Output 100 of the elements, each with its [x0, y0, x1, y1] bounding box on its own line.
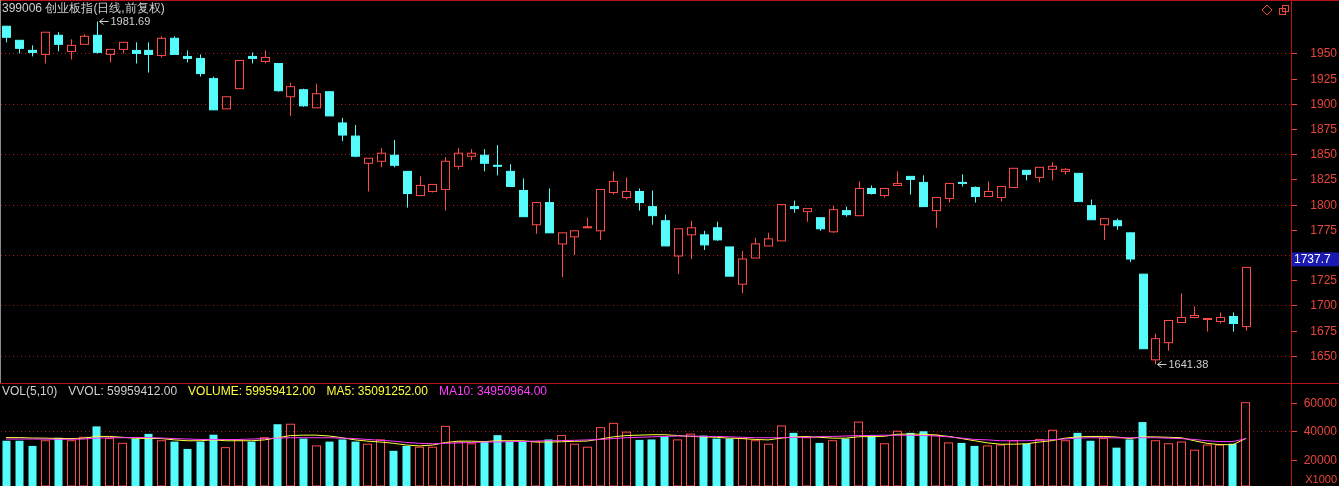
candlestick — [1216, 311, 1225, 325]
bar — [389, 450, 398, 486]
bar — [1009, 440, 1018, 486]
bar — [1125, 439, 1134, 486]
bar — [273, 424, 282, 486]
bar — [1138, 422, 1147, 486]
candlestick — [416, 175, 425, 197]
candlestick — [532, 202, 541, 235]
bar — [221, 447, 230, 486]
bar — [1048, 429, 1057, 486]
candlestick — [364, 157, 373, 192]
bar — [441, 425, 450, 486]
y-tick-label: 1800 — [1310, 197, 1338, 212]
candlestick — [480, 148, 489, 172]
bar — [196, 441, 205, 486]
candlestick — [403, 170, 412, 209]
annotation: 1981.69 — [110, 15, 151, 28]
bar — [919, 431, 928, 486]
bar — [118, 442, 127, 486]
bar — [493, 435, 502, 486]
bar — [712, 438, 721, 486]
bar — [402, 445, 411, 486]
annotation: VVOL: 59959412.00 — [68, 384, 178, 398]
bar — [518, 441, 527, 486]
bar — [660, 436, 669, 486]
bar — [841, 438, 850, 486]
bar — [67, 440, 76, 486]
candlestick — [1203, 317, 1212, 333]
y-tick-label: 1700 — [1310, 298, 1338, 313]
y-tick-label: 40000 — [1303, 424, 1338, 439]
chart-title: VOL(5,10) — [2, 384, 58, 398]
bar — [931, 434, 940, 486]
bar — [144, 433, 153, 486]
text: MA5: 35091252.00 — [326, 384, 429, 398]
candlestick — [506, 163, 515, 187]
bar — [944, 442, 953, 486]
bar — [1151, 440, 1160, 486]
candlestick — [906, 175, 915, 196]
bar — [286, 423, 295, 486]
bar — [247, 441, 256, 486]
bar — [170, 441, 179, 486]
bar — [673, 439, 682, 486]
bar — [854, 421, 863, 486]
candlestick — [1177, 292, 1186, 324]
bar — [1203, 444, 1212, 486]
bar — [415, 446, 424, 486]
bar — [28, 445, 37, 486]
bar — [428, 446, 437, 486]
bar — [699, 435, 708, 486]
bar — [764, 443, 773, 486]
bar — [157, 440, 166, 486]
bar — [815, 442, 824, 486]
bar — [557, 435, 566, 486]
candlestick — [622, 176, 631, 201]
candlestick — [196, 53, 205, 78]
candlestick — [609, 170, 618, 196]
bar — [777, 425, 786, 486]
bar — [1241, 402, 1250, 486]
bar — [234, 439, 243, 486]
bar — [2, 440, 11, 486]
candlestick — [93, 20, 102, 54]
y-tick-label: 1675 — [1310, 323, 1338, 338]
candlestick — [635, 187, 644, 212]
bar — [583, 446, 592, 486]
bar — [1086, 440, 1095, 486]
candlestick — [54, 31, 63, 52]
bar — [1073, 432, 1082, 486]
bar — [209, 434, 218, 486]
candlestick — [700, 230, 709, 251]
bar — [622, 431, 631, 486]
bar — [647, 439, 656, 486]
candlestick — [80, 33, 89, 45]
bar — [1099, 438, 1108, 486]
bar — [325, 441, 334, 486]
candlestick — [441, 156, 450, 212]
candlestick — [893, 170, 902, 186]
bar — [970, 445, 979, 486]
bar — [351, 441, 360, 486]
bar — [54, 437, 63, 486]
y-tick-label: 1775 — [1310, 222, 1338, 237]
bar — [338, 439, 347, 486]
bar — [531, 441, 540, 486]
bar — [570, 443, 579, 486]
bar — [131, 438, 140, 486]
bar — [299, 438, 308, 486]
candlestick — [1242, 266, 1251, 332]
candlestick — [984, 180, 993, 198]
bar — [789, 432, 798, 486]
bar — [609, 422, 618, 486]
candlestick — [1164, 320, 1173, 352]
bar — [1035, 438, 1044, 486]
bar — [92, 426, 101, 486]
bar — [454, 441, 463, 486]
candlestick — [855, 180, 864, 217]
candlestick — [674, 228, 683, 275]
bar — [725, 438, 734, 486]
candlestick — [132, 41, 141, 64]
bar — [596, 427, 605, 486]
candlestick — [428, 183, 437, 192]
candlestick — [1048, 161, 1057, 181]
